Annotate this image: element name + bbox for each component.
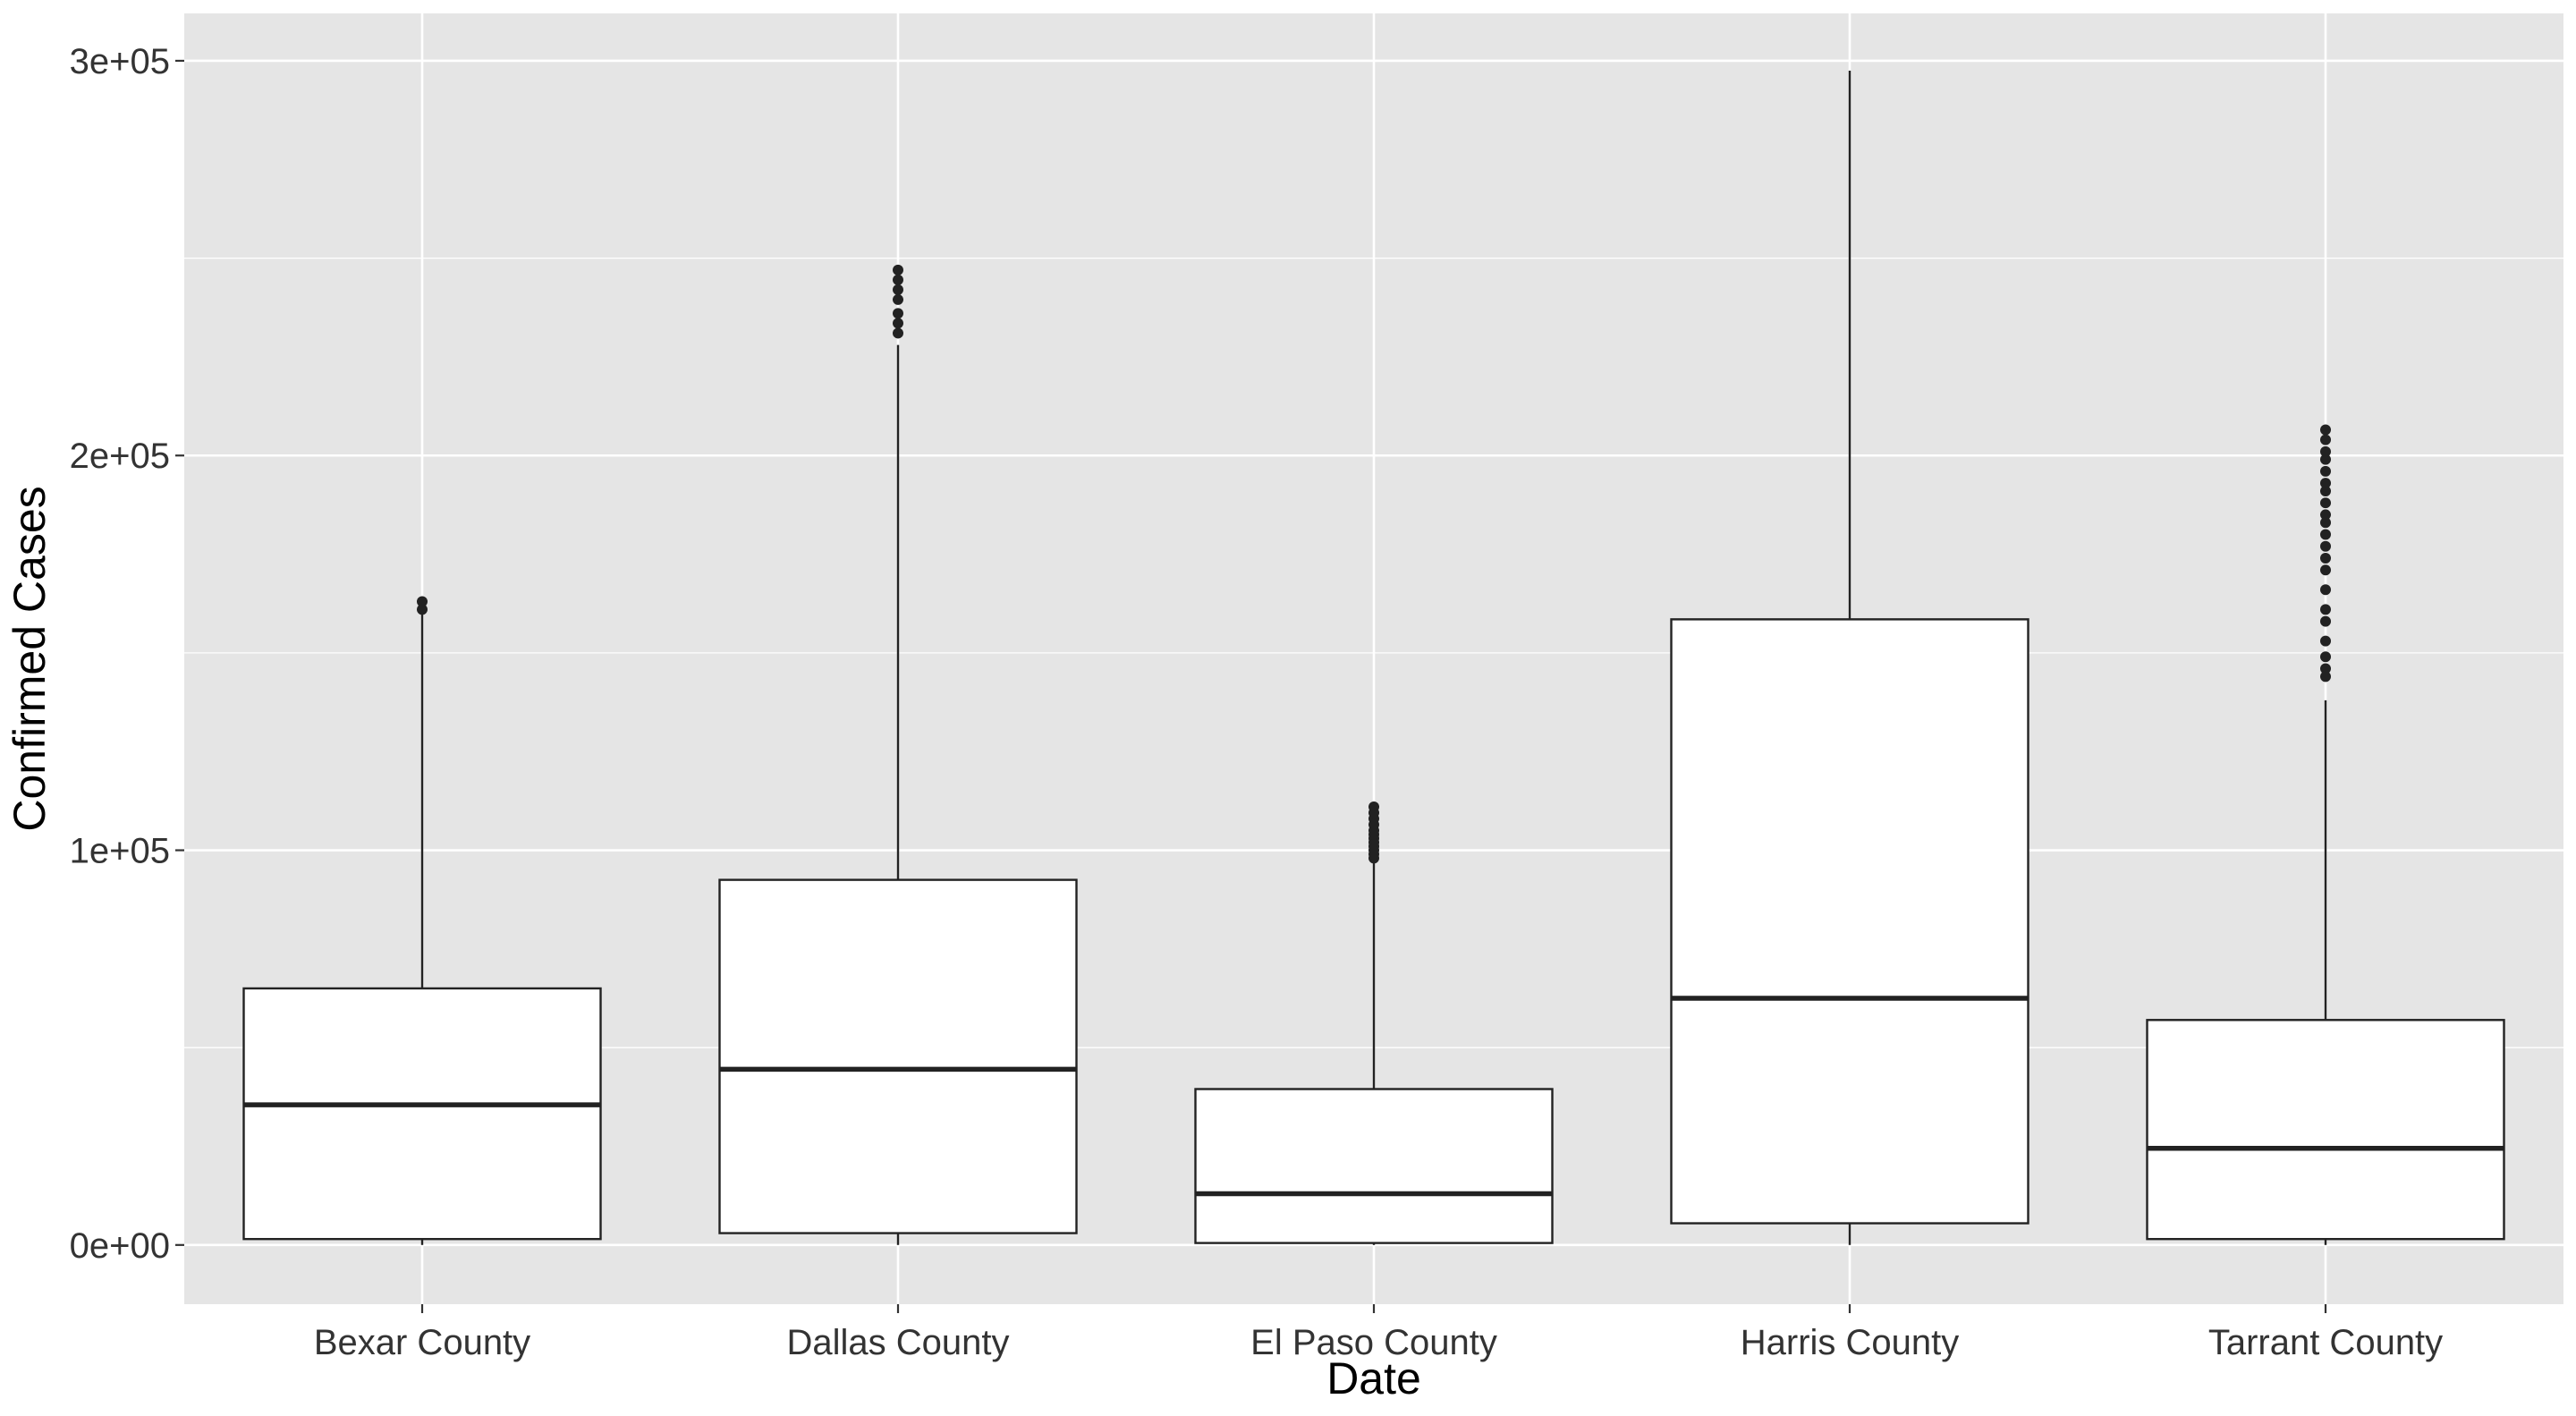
outlier-point — [893, 318, 903, 329]
outlier-point — [2320, 564, 2331, 576]
outlier-point — [2320, 509, 2331, 521]
box-iqr — [2146, 1019, 2505, 1241]
box-iqr — [1194, 1088, 1554, 1244]
outlier-point — [2320, 424, 2331, 436]
outlier-point — [893, 327, 903, 339]
outlier-point — [2320, 663, 2331, 674]
outlier-point — [893, 264, 903, 276]
box-iqr — [242, 987, 602, 1241]
outlier-point — [2320, 454, 2331, 465]
box-group — [2146, 424, 2505, 1245]
y-tick-label: 0e+00 — [70, 1226, 170, 1266]
outlier-point — [893, 284, 903, 295]
outlier-point — [893, 274, 903, 285]
outlier-point — [417, 604, 428, 615]
outlier-point — [2320, 604, 2331, 615]
outlier-point — [2320, 651, 2331, 663]
y-tick-label: 2e+05 — [70, 437, 170, 476]
outlier-point — [893, 293, 903, 305]
box-group — [242, 596, 602, 1245]
x-axis-title: Date — [1326, 1353, 1421, 1403]
outlier-point — [893, 308, 903, 319]
outlier-point — [2320, 485, 2331, 496]
outlier-point — [417, 596, 428, 607]
outlier-point — [2320, 540, 2331, 552]
y-tick-label: 1e+05 — [70, 832, 170, 871]
box-group — [718, 264, 1078, 1245]
outlier-point — [2320, 584, 2331, 596]
outlier-point — [2320, 615, 2331, 627]
box-group — [1194, 801, 1554, 1245]
x-tick-label: Harris County — [1741, 1323, 1960, 1362]
outlier-point — [2320, 434, 2331, 445]
outlier-point — [2320, 445, 2331, 457]
outlier-point — [2320, 497, 2331, 509]
outlier-point — [1368, 801, 1379, 812]
x-tick-label: Bexar County — [314, 1323, 530, 1362]
outlier-point — [2320, 478, 2331, 489]
outlier-point — [2320, 552, 2331, 564]
x-tick-label: El Paso County — [1250, 1323, 1497, 1362]
outlier-point — [2320, 517, 2331, 529]
x-tick-label: Tarrant County — [2208, 1323, 2443, 1362]
outlier-point — [2320, 671, 2331, 683]
outlier-point — [2320, 529, 2331, 540]
outlier-point — [2320, 465, 2331, 477]
x-tick-label: Dallas County — [786, 1323, 1009, 1362]
axes: 0e+00 1e+05 2e+05 3e+05 Bexar County Dallas C… — [70, 42, 2444, 1362]
outlier-point — [2320, 635, 2331, 647]
box-iqr — [718, 878, 1078, 1234]
boxes — [242, 70, 2505, 1245]
box-iqr — [1670, 618, 2029, 1225]
y-axis-title: Confirmed Cases — [4, 486, 55, 831]
box-group — [1670, 70, 2029, 1245]
y-tick-label: 3e+05 — [70, 42, 170, 81]
